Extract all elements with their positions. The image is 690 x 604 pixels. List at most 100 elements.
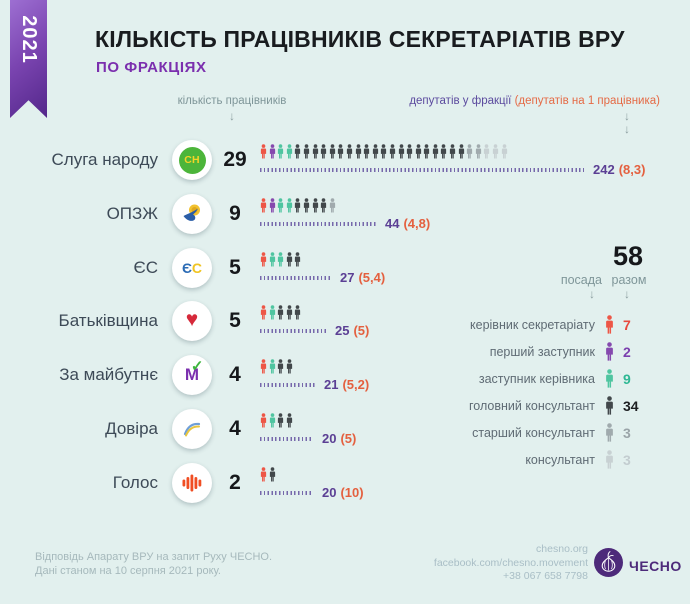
legend-header-total: разом	[611, 273, 647, 287]
person-icons	[260, 413, 356, 428]
person-icon	[260, 467, 267, 482]
faction-logo	[172, 409, 212, 449]
person-icon	[286, 252, 292, 267]
positions-legend: керівник секретаріату 7 перший заступник 2 з…	[375, 311, 657, 473]
faction-logo: ЄС	[172, 248, 212, 288]
person-icon	[286, 144, 292, 159]
worker-count: 9	[229, 202, 241, 225]
footer-phone: +38 067 658 7798	[503, 570, 588, 582]
deputies-dotted-line	[260, 221, 376, 226]
faction-row: Довіра 4 20 (5)	[0, 406, 690, 452]
deputies-line: 242 (8,3)	[260, 162, 646, 177]
worker-pictogram: 25 (5)	[260, 305, 369, 338]
person-icon	[269, 467, 275, 482]
deputies-line: 20 (10)	[260, 485, 364, 500]
person-icon	[269, 198, 275, 213]
page-subtitle: ПО ФРАКЦІЯХ	[96, 59, 207, 76]
position-total: 3	[623, 424, 631, 441]
person-icon	[303, 144, 310, 159]
person-icons	[260, 467, 364, 482]
deputies-dotted-line	[260, 328, 326, 333]
down-arrow-icon: ↓	[624, 122, 630, 136]
es-letter-ye: Є	[181, 260, 192, 276]
batkivshchyna-heart-logo-icon: ♥	[185, 308, 199, 331]
person-icon	[278, 144, 284, 159]
person-icon	[286, 198, 292, 213]
deputies-count: 20	[322, 485, 337, 500]
position-label: керівник секретаріату	[470, 317, 595, 332]
column-header-workers: кількість працівників	[177, 95, 287, 107]
deputies-count: 25	[335, 323, 350, 338]
person-icon	[389, 144, 396, 159]
worker-count: 5	[229, 256, 241, 279]
position-total: 2	[623, 343, 631, 360]
deputies-count: 21	[324, 377, 339, 392]
worker-pictogram: 27 (5,4)	[260, 252, 386, 285]
deputies-line: 21 (5,2)	[260, 377, 369, 392]
deputies-per-worker: (5)	[340, 431, 357, 446]
footer-contacts: chesno.org facebook.com/chesno.movement …	[434, 543, 588, 584]
person-icon	[492, 144, 499, 159]
holos-logo-icon	[182, 474, 202, 492]
deputies-per-worker: (4,8)	[403, 216, 431, 231]
person-icon	[467, 144, 473, 159]
position-icon	[604, 315, 615, 334]
deputies-dotted-line	[260, 382, 315, 387]
person-icon	[269, 252, 275, 267]
dovira-logo-icon	[183, 422, 201, 437]
person-icon	[295, 252, 301, 267]
column-header-deputies: депутатів у фракції (депутатів на 1 прац…	[409, 95, 660, 107]
person-icon	[295, 305, 301, 320]
person-icon	[260, 144, 267, 159]
faction-logo: СН	[172, 140, 212, 180]
legend-row: головний консультант 34	[375, 392, 657, 419]
down-arrow-icon: ↓	[624, 109, 630, 123]
person-icons	[260, 198, 430, 213]
deputies-per-worker: (5,4)	[358, 270, 386, 285]
year-ribbon: 2021	[10, 0, 47, 118]
position-icon	[604, 396, 615, 415]
person-icon	[303, 198, 310, 213]
footer-site: chesno.org	[536, 543, 588, 555]
deputies-count: 44	[385, 216, 400, 231]
worker-count: 4	[229, 363, 241, 386]
es-logo-icon: ЄС	[182, 260, 202, 276]
deputies-dotted-line	[260, 436, 313, 441]
person-icon	[269, 144, 275, 159]
worker-count: 2	[229, 471, 241, 494]
person-icon	[260, 413, 267, 428]
person-icon	[398, 144, 404, 159]
faction-label: ЄС	[133, 258, 159, 277]
person-icon	[346, 144, 353, 159]
column-header-deputies-main: депутатів у фракції	[409, 95, 512, 107]
down-arrow-icon: ↓	[229, 109, 235, 123]
person-icons	[260, 252, 385, 267]
deputies-dotted-line	[260, 275, 331, 280]
legend-row: консультант 3	[375, 446, 657, 473]
faction-label: Слуга народу	[51, 150, 159, 169]
person-icon	[312, 198, 318, 213]
person-icon	[501, 144, 507, 159]
footer-note: Відповідь Апарату ВРУ на запит Руху ЧЕСН…	[35, 551, 272, 578]
es-letter-s: С	[191, 260, 203, 276]
person-icon	[364, 144, 370, 159]
faction-logo: ♥	[172, 301, 212, 341]
legend-row: заступник керівника 9	[375, 365, 657, 392]
deputies-per-worker: (10)	[340, 485, 364, 500]
person-icons	[260, 144, 645, 159]
deputies-count: 20	[322, 431, 337, 446]
faction-label: Довіра	[105, 419, 158, 438]
position-total: 7	[623, 316, 631, 333]
legend-header-position: посада	[560, 273, 602, 287]
za-maibutnie-logo-icon: М ✓	[184, 358, 204, 384]
deputies-dotted-line	[260, 490, 313, 495]
deputies-per-worker: (8,3)	[618, 162, 646, 177]
faction-label: Голос	[112, 473, 158, 492]
legend-row: керівник секретаріату 7	[375, 311, 657, 338]
faction-logo	[172, 194, 212, 234]
person-icon	[415, 144, 421, 159]
down-arrows: ↓ ↓	[621, 110, 633, 136]
faction-row: Слуга народу СН 29 242 (8,3)	[0, 137, 690, 183]
footer-facebook: facebook.com/chesno.movement	[433, 556, 588, 569]
